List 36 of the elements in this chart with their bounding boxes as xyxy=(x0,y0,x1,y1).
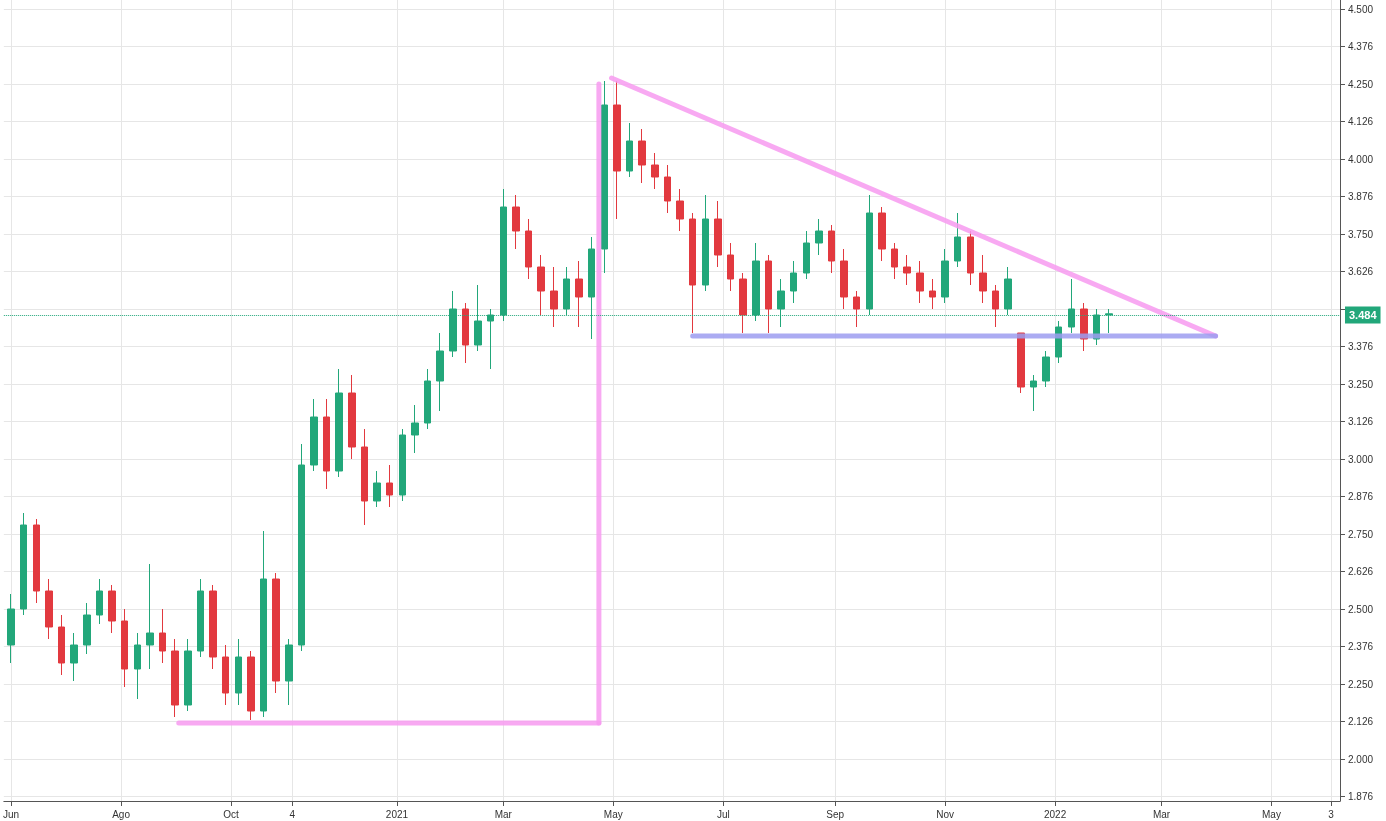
y-tick-label: 4.000 xyxy=(1348,153,1374,165)
x-tick-label: Sep xyxy=(826,808,845,820)
x-tick-label: Jun xyxy=(3,808,20,820)
y-tick-label: 4.376 xyxy=(1348,40,1374,52)
y-tick-label: 3.626 xyxy=(1348,265,1374,277)
x-tick-label: 2022 xyxy=(1043,808,1067,820)
x-tick-label: Mar xyxy=(494,808,513,820)
y-tick-label: 3.000 xyxy=(1348,453,1374,465)
y-tick-label: 3.126 xyxy=(1348,415,1374,427)
y-tick-label: 2.376 xyxy=(1348,640,1374,652)
x-tick-label: May xyxy=(1262,808,1281,820)
x-tick-label: Jul xyxy=(716,808,730,820)
y-tick-label: 2.876 xyxy=(1348,490,1374,502)
y-tick-label: 2.626 xyxy=(1348,565,1374,577)
y-tick-label: 3.750 xyxy=(1348,228,1374,240)
x-tick-label: 3 xyxy=(1328,808,1335,820)
y-tick-label: 3.876 xyxy=(1348,190,1374,202)
y-tick-label: 2.750 xyxy=(1348,528,1374,540)
x-tick-label: 4 xyxy=(289,808,296,820)
x-tick-label: 2021 xyxy=(385,808,409,820)
y-tick-label: 4.500 xyxy=(1348,3,1374,15)
ref-line-label: 3.484 xyxy=(1349,309,1378,321)
x-tick-label: May xyxy=(603,808,623,820)
y-tick-label: 4.250 xyxy=(1348,78,1374,90)
x-tick-label: Ago xyxy=(112,808,131,820)
y-tick-label: 2.250 xyxy=(1348,678,1374,690)
y-tick-label: 2.126 xyxy=(1348,715,1374,727)
y-tick-label: 4.126 xyxy=(1348,115,1374,127)
y-tick-label: 3.250 xyxy=(1348,378,1374,390)
y-tick-label: 2.000 xyxy=(1348,753,1374,765)
x-tick-label: Mar xyxy=(1152,808,1171,820)
y-tick-label: 2.500 xyxy=(1348,603,1374,615)
y-tick-label: 3.376 xyxy=(1348,340,1374,352)
x-tick-label: Nov xyxy=(936,808,954,820)
y-tick-label: 1.876 xyxy=(1348,790,1374,802)
x-tick-label: Oct xyxy=(223,808,240,820)
